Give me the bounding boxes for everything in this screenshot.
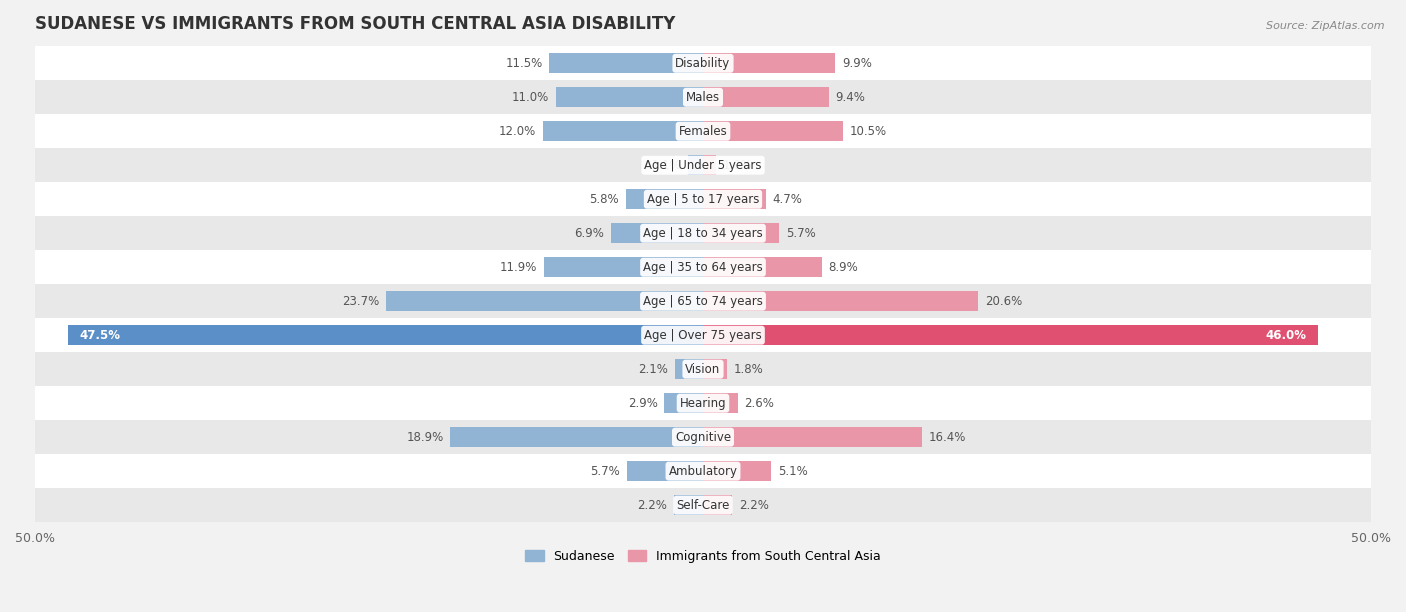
Bar	[703, 291, 979, 312]
Text: Age | 35 to 64 years: Age | 35 to 64 years	[643, 261, 763, 274]
Bar	[35, 114, 1371, 148]
Bar	[675, 359, 703, 379]
Text: 1.0%: 1.0%	[723, 159, 752, 172]
Bar	[550, 53, 703, 73]
Text: Age | Under 5 years: Age | Under 5 years	[644, 159, 762, 172]
Bar	[35, 250, 1371, 284]
Bar	[35, 80, 1371, 114]
Text: 46.0%: 46.0%	[1265, 329, 1306, 341]
Bar	[703, 393, 738, 413]
Bar	[689, 155, 703, 176]
Bar	[555, 87, 703, 108]
Bar	[450, 427, 703, 447]
Bar	[703, 461, 770, 482]
Text: 5.7%: 5.7%	[591, 465, 620, 477]
Text: SUDANESE VS IMMIGRANTS FROM SOUTH CENTRAL ASIA DISABILITY: SUDANESE VS IMMIGRANTS FROM SOUTH CENTRA…	[35, 15, 675, 33]
Bar	[703, 427, 922, 447]
Text: 4.7%: 4.7%	[772, 193, 803, 206]
Bar	[35, 284, 1371, 318]
Bar	[673, 495, 703, 515]
Legend: Sudanese, Immigrants from South Central Asia: Sudanese, Immigrants from South Central …	[520, 545, 886, 567]
Text: 2.2%: 2.2%	[637, 499, 666, 512]
Bar	[664, 393, 703, 413]
Bar	[703, 257, 823, 277]
Bar	[703, 325, 1317, 345]
Bar	[610, 223, 703, 244]
Bar	[35, 488, 1371, 522]
Text: 1.8%: 1.8%	[734, 363, 763, 376]
Text: 9.4%: 9.4%	[835, 91, 865, 104]
Bar	[35, 182, 1371, 216]
Text: Source: ZipAtlas.com: Source: ZipAtlas.com	[1267, 21, 1385, 31]
Bar	[35, 386, 1371, 420]
Bar	[703, 53, 835, 73]
Text: 5.1%: 5.1%	[778, 465, 807, 477]
Text: 23.7%: 23.7%	[343, 295, 380, 308]
Text: 11.9%: 11.9%	[501, 261, 537, 274]
Text: 11.0%: 11.0%	[512, 91, 550, 104]
Text: 47.5%: 47.5%	[79, 329, 120, 341]
Bar	[69, 325, 703, 345]
Bar	[703, 121, 844, 141]
Text: 1.1%: 1.1%	[652, 159, 682, 172]
Text: Age | Over 75 years: Age | Over 75 years	[644, 329, 762, 341]
Text: Males: Males	[686, 91, 720, 104]
Bar	[627, 461, 703, 482]
Text: 16.4%: 16.4%	[929, 431, 966, 444]
Text: 5.7%: 5.7%	[786, 226, 815, 240]
Text: 20.6%: 20.6%	[984, 295, 1022, 308]
Text: 10.5%: 10.5%	[851, 125, 887, 138]
Bar	[703, 495, 733, 515]
Bar	[703, 223, 779, 244]
Text: 18.9%: 18.9%	[406, 431, 444, 444]
Bar	[703, 87, 828, 108]
Bar	[35, 47, 1371, 80]
Text: 8.9%: 8.9%	[828, 261, 858, 274]
Bar	[35, 148, 1371, 182]
Text: 9.9%: 9.9%	[842, 57, 872, 70]
Bar	[703, 189, 766, 209]
Text: 2.6%: 2.6%	[744, 397, 775, 409]
Bar	[35, 420, 1371, 454]
Bar	[35, 216, 1371, 250]
Text: Hearing: Hearing	[679, 397, 727, 409]
Bar	[703, 155, 717, 176]
Text: 2.1%: 2.1%	[638, 363, 668, 376]
Text: Ambulatory: Ambulatory	[668, 465, 738, 477]
Bar	[544, 257, 703, 277]
Text: Vision: Vision	[685, 363, 721, 376]
Bar	[626, 189, 703, 209]
Text: Age | 18 to 34 years: Age | 18 to 34 years	[643, 226, 763, 240]
Text: Self-Care: Self-Care	[676, 499, 730, 512]
Text: 6.9%: 6.9%	[574, 226, 605, 240]
Text: Age | 65 to 74 years: Age | 65 to 74 years	[643, 295, 763, 308]
Text: 2.9%: 2.9%	[627, 397, 658, 409]
Text: 2.2%: 2.2%	[740, 499, 769, 512]
Text: 12.0%: 12.0%	[499, 125, 536, 138]
Bar	[35, 318, 1371, 352]
Text: Females: Females	[679, 125, 727, 138]
Text: Disability: Disability	[675, 57, 731, 70]
Text: Cognitive: Cognitive	[675, 431, 731, 444]
Text: Age | 5 to 17 years: Age | 5 to 17 years	[647, 193, 759, 206]
Bar	[703, 359, 727, 379]
Bar	[35, 454, 1371, 488]
Text: 5.8%: 5.8%	[589, 193, 619, 206]
Bar	[387, 291, 703, 312]
Text: 11.5%: 11.5%	[505, 57, 543, 70]
Bar	[543, 121, 703, 141]
Bar	[35, 352, 1371, 386]
